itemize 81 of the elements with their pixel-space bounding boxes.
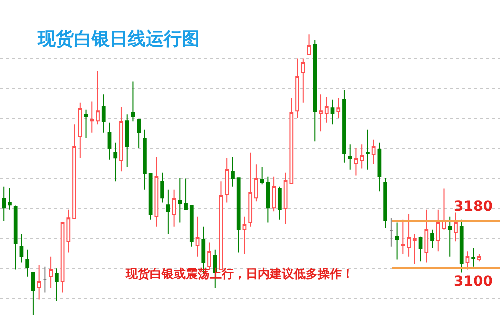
candlestick [424, 209, 429, 264]
candlestick [272, 176, 276, 212]
ref-line-label: 3100 [454, 274, 494, 290]
candlestick [160, 172, 164, 204]
candlestick [266, 176, 270, 224]
candlestick [137, 119, 142, 149]
candlestick [242, 216, 247, 256]
candlestick [418, 236, 423, 262]
candlestick [278, 186, 282, 220]
candlestick [360, 144, 364, 170]
candlestick [478, 253, 482, 262]
candlestick [348, 144, 352, 170]
candlestick [466, 251, 470, 270]
candlestick [442, 188, 446, 230]
candlestick [366, 129, 370, 170]
candlestick [231, 156, 235, 188]
candlestick [260, 166, 264, 186]
candlestick [26, 249, 30, 278]
text: 现货白银日线运行图 [37, 29, 200, 50]
candlestick [108, 122, 112, 160]
candlestick [313, 39, 318, 142]
candlestick [2, 186, 6, 222]
candlestick [336, 98, 341, 119]
candlestick [114, 142, 118, 182]
candlestick [54, 268, 59, 302]
candlestick [60, 222, 65, 294]
candlestick [196, 216, 200, 258]
candlestick [472, 248, 476, 268]
candlestick [72, 124, 76, 220]
candlestick [395, 222, 400, 260]
candlestick [412, 234, 417, 266]
candlestick [284, 172, 288, 226]
candlestick [378, 142, 382, 192]
candlestick [389, 218, 394, 248]
candlestick [96, 70, 100, 126]
candlestick [254, 164, 258, 202]
candlestick [248, 152, 253, 228]
candlestick [131, 81, 136, 122]
candlestick [154, 156, 159, 228]
candlestick [120, 106, 124, 172]
candlestick [49, 256, 53, 289]
candlestick [178, 178, 182, 224]
candlestick [342, 89, 346, 164]
candlestick [66, 209, 71, 254]
candlestick [43, 266, 48, 294]
candlestick [384, 178, 388, 229]
candlestick [172, 189, 176, 228]
candlestick [14, 205, 18, 270]
candlestick [454, 212, 458, 242]
candlestick [184, 178, 188, 210]
candlestick [296, 58, 300, 119]
candlestick [319, 94, 323, 132]
candlestick [102, 94, 106, 134]
candlestick [37, 264, 42, 300]
candlestick [225, 158, 230, 204]
candlestick [436, 209, 440, 252]
candlestick [301, 58, 306, 104]
candlestick [401, 219, 406, 256]
candlestick [84, 109, 88, 139]
candlestick [90, 101, 94, 134]
candlestick [330, 99, 335, 126]
candlestick [430, 229, 434, 249]
candlestick [407, 214, 411, 258]
candlestick [20, 233, 24, 264]
candlestick [32, 272, 36, 316]
candlestick [166, 189, 170, 236]
candlestick [324, 96, 329, 124]
candlestick [448, 216, 452, 258]
candlestick [125, 114, 130, 168]
candlestick [354, 148, 358, 176]
candlestick [190, 205, 194, 248]
candlestick [460, 219, 464, 274]
candlestick [290, 98, 294, 184]
candlestick [8, 188, 12, 210]
candlestick [148, 173, 153, 220]
candlestick [307, 34, 312, 56]
candlestick [78, 102, 82, 159]
candlestick [372, 139, 376, 164]
candlestick [236, 178, 241, 254]
ref-line-label: 3180 [454, 199, 494, 215]
candlestick [143, 129, 147, 190]
